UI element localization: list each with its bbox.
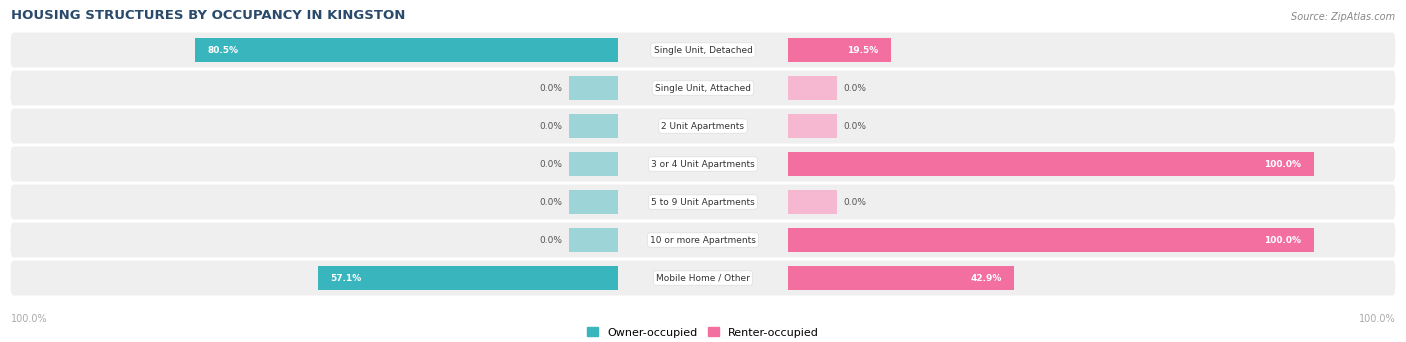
FancyBboxPatch shape: [11, 32, 1395, 67]
Bar: [568, 76, 617, 100]
Text: 19.5%: 19.5%: [848, 45, 879, 54]
Bar: [318, 266, 617, 290]
Text: 57.1%: 57.1%: [330, 274, 361, 282]
Text: Single Unit, Attached: Single Unit, Attached: [655, 83, 751, 93]
FancyBboxPatch shape: [11, 108, 1395, 144]
Legend: Owner-occupied, Renter-occupied: Owner-occupied, Renter-occupied: [586, 327, 820, 338]
Text: 0.0%: 0.0%: [844, 121, 866, 131]
Bar: [789, 228, 1313, 252]
FancyBboxPatch shape: [11, 261, 1395, 295]
Text: 0.0%: 0.0%: [844, 83, 866, 93]
Text: 0.0%: 0.0%: [540, 236, 562, 245]
Text: Single Unit, Detached: Single Unit, Detached: [654, 45, 752, 54]
Text: Source: ZipAtlas.com: Source: ZipAtlas.com: [1291, 12, 1395, 22]
Text: 100.0%: 100.0%: [1264, 236, 1302, 245]
Bar: [568, 152, 617, 176]
FancyBboxPatch shape: [11, 146, 1395, 182]
Bar: [568, 190, 617, 214]
Text: 5 to 9 Unit Apartments: 5 to 9 Unit Apartments: [651, 198, 755, 207]
Text: 80.5%: 80.5%: [207, 45, 238, 54]
Bar: [789, 152, 1313, 176]
Text: 2 Unit Apartments: 2 Unit Apartments: [661, 121, 745, 131]
Text: 0.0%: 0.0%: [540, 121, 562, 131]
Text: 3 or 4 Unit Apartments: 3 or 4 Unit Apartments: [651, 159, 755, 169]
Bar: [789, 114, 838, 138]
Text: 42.9%: 42.9%: [970, 274, 1001, 282]
Text: 10 or more Apartments: 10 or more Apartments: [650, 236, 756, 245]
Text: 0.0%: 0.0%: [540, 198, 562, 207]
Text: Mobile Home / Other: Mobile Home / Other: [657, 274, 749, 282]
FancyBboxPatch shape: [11, 223, 1395, 258]
Bar: [568, 228, 617, 252]
Bar: [789, 76, 838, 100]
Bar: [789, 266, 1014, 290]
Bar: [789, 190, 838, 214]
Bar: [789, 38, 891, 62]
Bar: [568, 114, 617, 138]
Text: 0.0%: 0.0%: [540, 83, 562, 93]
Text: 100.0%: 100.0%: [1358, 314, 1395, 325]
Bar: [195, 38, 617, 62]
FancyBboxPatch shape: [11, 185, 1395, 220]
Text: 0.0%: 0.0%: [540, 159, 562, 169]
Text: 100.0%: 100.0%: [1264, 159, 1302, 169]
Text: 0.0%: 0.0%: [844, 198, 866, 207]
Text: HOUSING STRUCTURES BY OCCUPANCY IN KINGSTON: HOUSING STRUCTURES BY OCCUPANCY IN KINGS…: [11, 9, 405, 22]
Text: 100.0%: 100.0%: [11, 314, 48, 325]
FancyBboxPatch shape: [11, 70, 1395, 105]
